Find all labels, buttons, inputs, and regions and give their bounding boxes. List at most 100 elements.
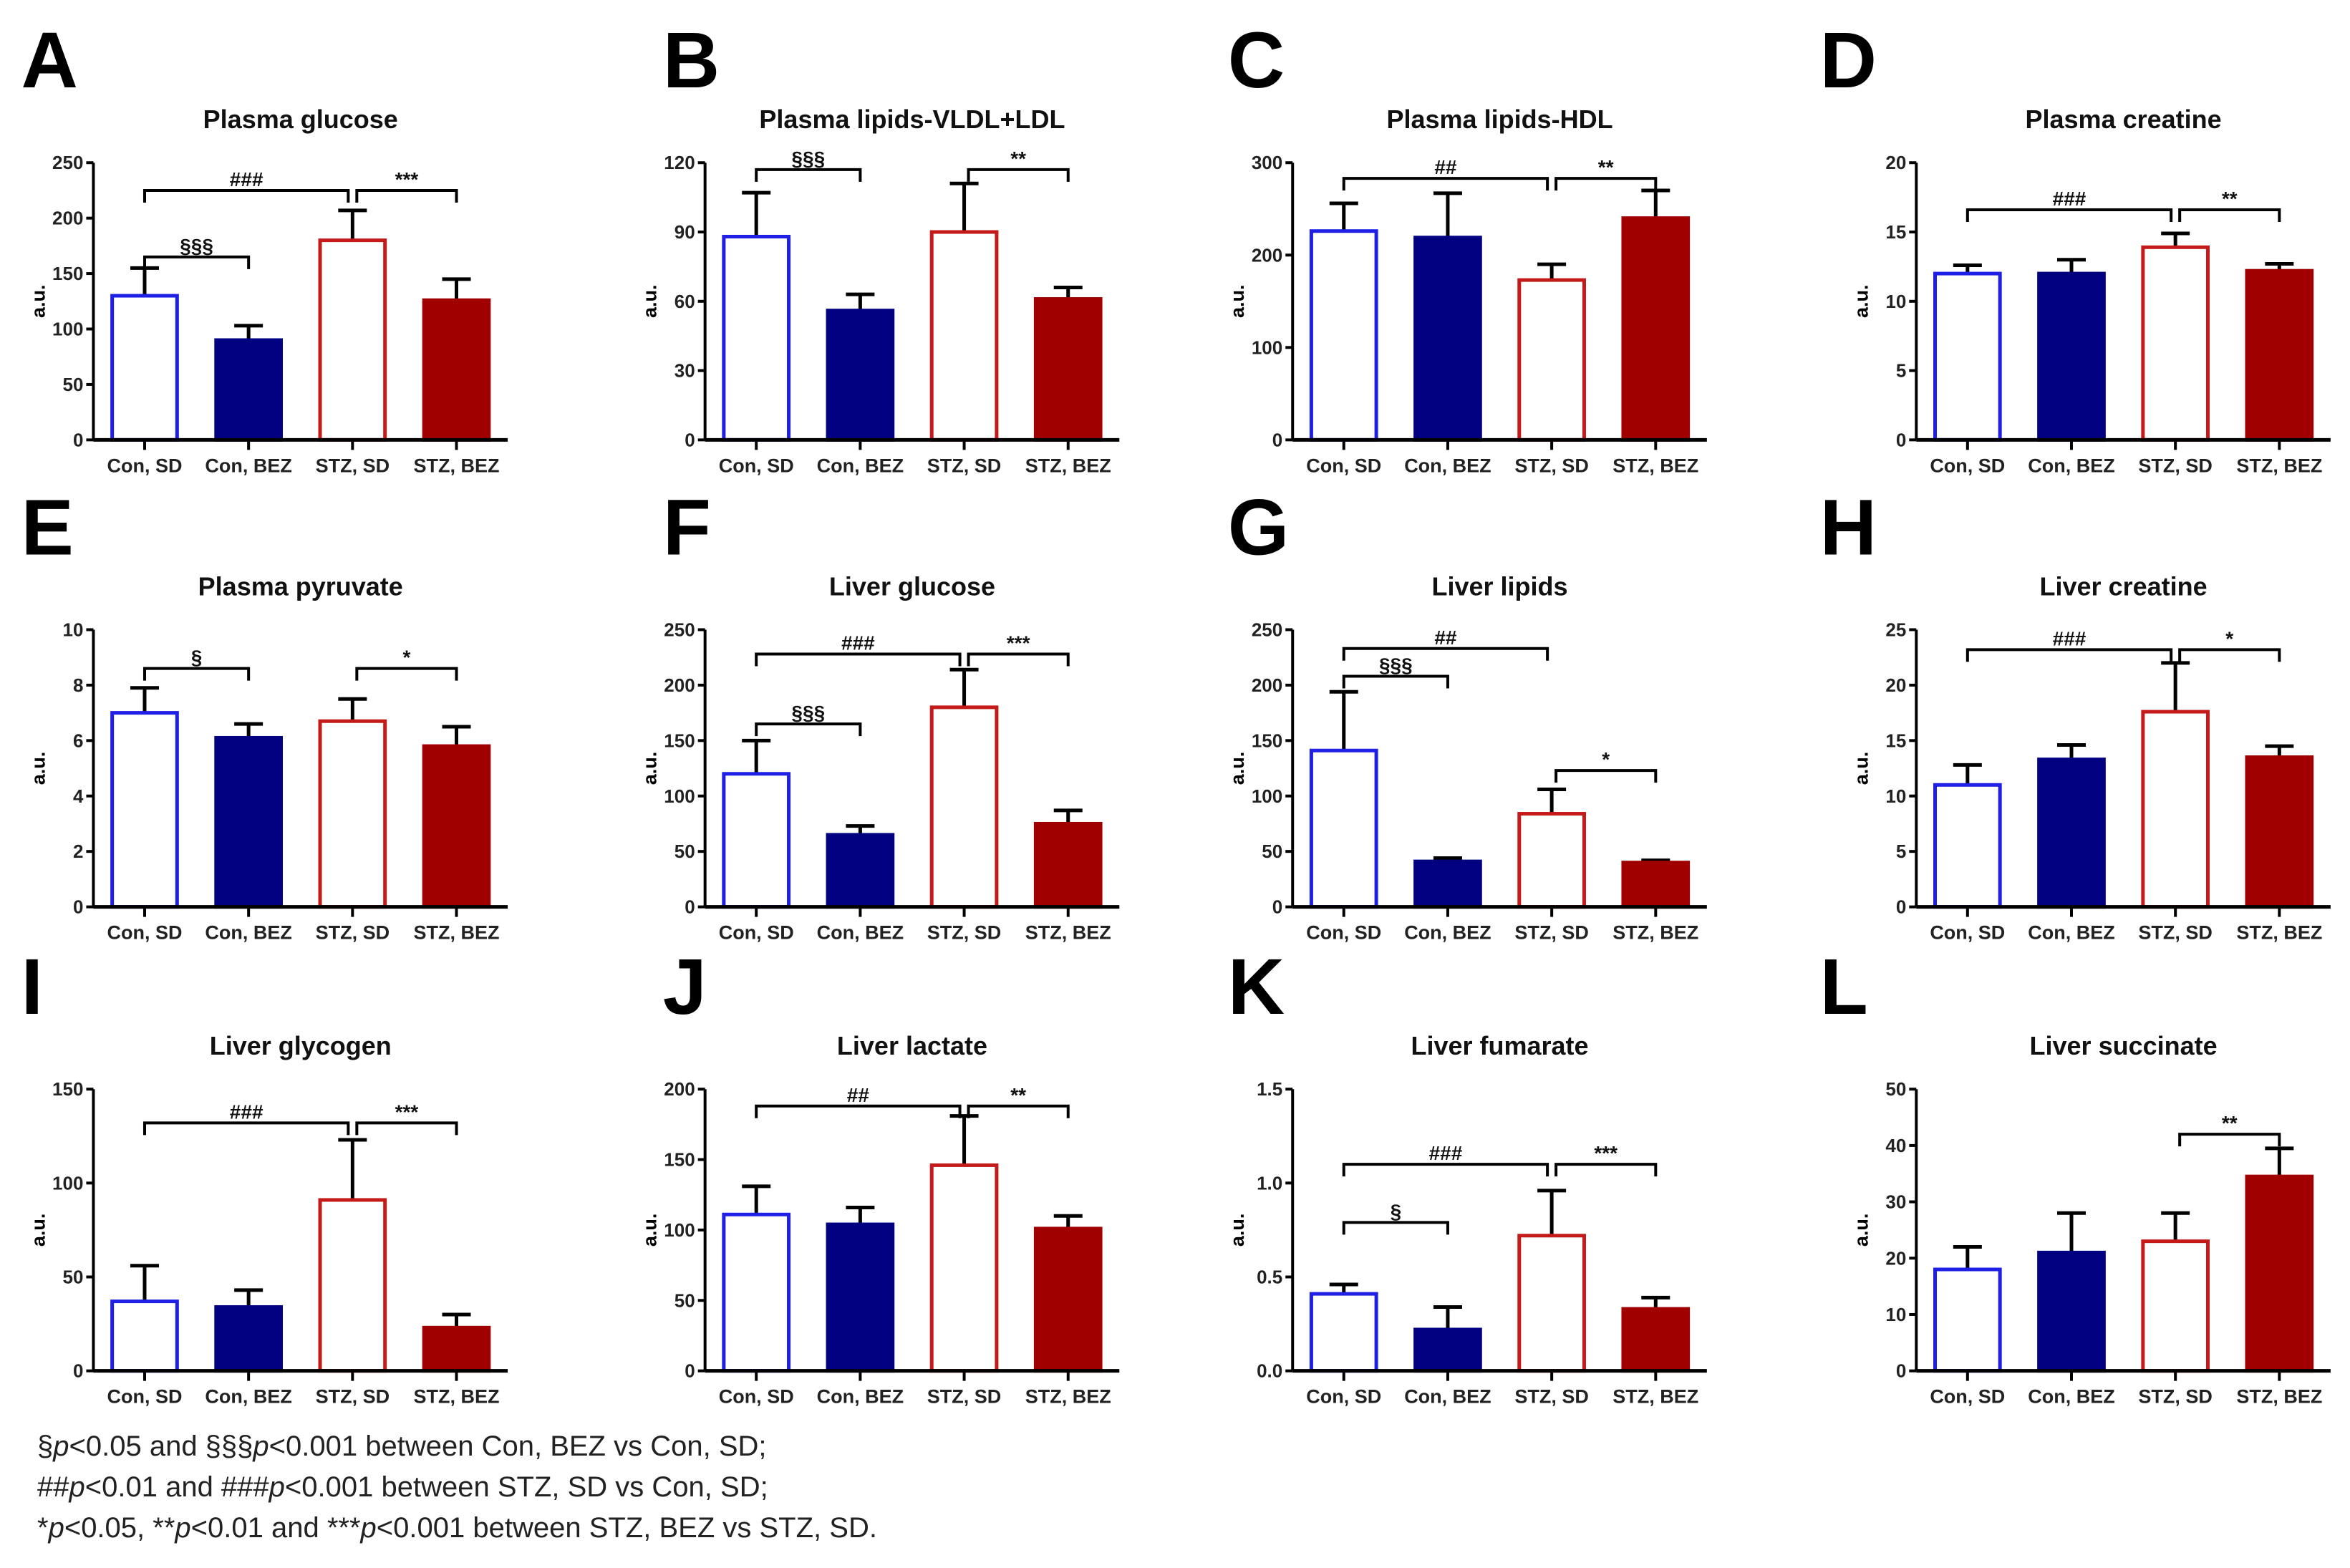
significance-bracket — [1342, 177, 1549, 191]
chart-title: Liver fumarate — [1411, 1031, 1588, 1060]
significance-bracket — [355, 1121, 458, 1136]
bar-4 — [1621, 861, 1691, 909]
bar-3 — [1517, 812, 1586, 909]
x-tick-label: Con, BEZ — [205, 455, 292, 476]
significance-bracket — [355, 188, 458, 203]
panel-letter: G — [1228, 483, 1290, 571]
y-tick-label: 15 — [1885, 730, 1906, 751]
significance-label: §§§ — [791, 702, 825, 724]
bar-2 — [2037, 1250, 2106, 1373]
significance-label: *** — [395, 168, 419, 190]
x-tick-label: STZ, SD — [927, 1386, 1002, 1408]
panel-letter: A — [21, 16, 77, 105]
y-tick-label: 25 — [1885, 619, 1906, 640]
significance-label: ### — [1429, 1142, 1463, 1164]
x-tick-label: STZ, SD — [1514, 1386, 1589, 1408]
y-tick-label: 50 — [63, 374, 84, 395]
footnote-segment: <0.001 between STZ, BEZ vs STZ, SD. — [376, 1512, 877, 1544]
chart-title: Plasma glucose — [203, 105, 398, 134]
y-tick-label: 10 — [1885, 785, 1906, 807]
chart-title: Liver creatine — [2040, 571, 2208, 601]
significance-label: * — [1602, 748, 1610, 770]
significance-bracket — [142, 667, 251, 681]
x-tick-label: Con, SD — [1930, 455, 2005, 476]
bar-3 — [929, 230, 999, 442]
y-tick-label: 0 — [73, 896, 83, 918]
footnote-segment: * — [37, 1512, 49, 1544]
y-tick-label: 15 — [1885, 221, 1906, 243]
bar-4 — [422, 298, 491, 442]
bar-3 — [929, 1163, 999, 1373]
y-tick-label: 0.5 — [1257, 1266, 1282, 1287]
significance-bracket — [1342, 1163, 1549, 1177]
x-tick-label: Con, BEZ — [1404, 455, 1491, 476]
x-tick-label: Con, SD — [719, 455, 794, 476]
x-tick-label: STZ, SD — [2138, 455, 2213, 476]
significance-bracket — [142, 188, 350, 203]
bar-3 — [2141, 1239, 2210, 1373]
y-axis-label: a.u. — [639, 1214, 661, 1247]
y-tick-label: 4 — [73, 785, 84, 807]
y-tick-label: 50 — [1885, 1078, 1906, 1100]
bar-2 — [826, 1222, 895, 1373]
y-tick-label: 50 — [674, 841, 695, 862]
y-tick-label: 10 — [63, 619, 84, 640]
chart-panel-h: H Liver creatine a.u. Con, SD Con, BEZ STZ, S… — [1820, 483, 2331, 944]
footnote-segment: <0.01 and ### — [84, 1471, 269, 1503]
significance-bracket — [1342, 647, 1549, 661]
significance-bracket — [755, 652, 962, 667]
x-tick-label: Con, BEZ — [2028, 922, 2115, 944]
y-axis-label: a.u. — [1850, 1214, 1872, 1247]
bar-2 — [1413, 236, 1482, 442]
bar-1 — [722, 234, 791, 442]
y-tick-label: 0 — [1896, 896, 1906, 918]
y-axis-label: a.u. — [1227, 752, 1248, 785]
y-tick-label: 20 — [1885, 674, 1906, 696]
significance-label: * — [2225, 627, 2233, 649]
x-tick-label: STZ, BEZ — [2236, 455, 2322, 476]
bar-4 — [1033, 1226, 1103, 1373]
chart-panel-i: I Liver glycogen a.u. Con, SD Con, BEZ STZ, S… — [21, 943, 508, 1408]
y-tick-label: 100 — [1252, 337, 1282, 358]
y-tick-label: 0 — [1896, 429, 1906, 450]
significance-label: §§§ — [791, 147, 825, 170]
bar-1 — [1933, 1267, 2002, 1373]
y-axis-label: a.u. — [1850, 752, 1872, 785]
y-tick-label: 60 — [674, 291, 695, 312]
chart-panel-d: D Plasma creatine a.u. Con, SD Con, BEZ STZ, … — [1820, 16, 2331, 476]
x-tick-label: STZ, SD — [927, 922, 1002, 944]
x-tick-label: STZ, BEZ — [1025, 1386, 1111, 1408]
x-tick-label: STZ, SD — [2138, 1386, 2213, 1408]
bar-1 — [1933, 271, 2002, 442]
x-tick-label: Con, SD — [107, 1386, 182, 1408]
footnote-segment: <0.05 and §§§ — [69, 1431, 253, 1462]
chart-panel-k: K Liver fumarate a.u. Con, SD Con, BEZ STZ, S… — [1227, 943, 1707, 1408]
y-tick-label: 150 — [1252, 730, 1282, 751]
significance-label: ## — [1434, 156, 1457, 178]
y-tick-label: 200 — [1252, 674, 1282, 696]
significance-label: ### — [2053, 627, 2087, 649]
chart-panel-e: E Plasma pyruvate a.u. Con, SD Con, BEZ STZ, … — [21, 483, 508, 944]
x-tick-label: STZ, BEZ — [414, 455, 500, 476]
chart-title: Liver lipids — [1432, 571, 1568, 601]
footnote-segment: p — [360, 1512, 377, 1544]
chart-title: Plasma lipids-HDL — [1386, 105, 1612, 134]
footnote-line-2: ##p<0.01 and ###p<0.001 between STZ, SD … — [37, 1471, 768, 1504]
y-tick-label: 50 — [1262, 841, 1282, 862]
bar-3 — [1517, 1234, 1586, 1373]
x-tick-label: STZ, SD — [316, 922, 390, 944]
y-tick-label: 0 — [1272, 429, 1282, 450]
bar-4 — [1621, 216, 1691, 442]
bar-4 — [422, 744, 491, 909]
bar-1 — [110, 294, 179, 442]
panel-letter: I — [21, 943, 43, 1031]
y-tick-label: 150 — [52, 1078, 83, 1100]
footnote-line-1: §p<0.05 and §§§p<0.001 between Con, BEZ … — [37, 1431, 767, 1463]
x-tick-label: STZ, SD — [1514, 455, 1589, 476]
chart-panel-c: C Plasma lipids-HDL a.u. Con, SD Con, BEZ STZ… — [1227, 16, 1707, 476]
x-tick-label: Con, SD — [107, 455, 182, 476]
significance-label: ** — [2222, 1112, 2238, 1134]
chart-panel-j: J Liver lactate a.u. Con, SD Con, BEZ STZ, SD… — [639, 943, 1120, 1408]
chart-title: Liver lactate — [837, 1031, 987, 1060]
